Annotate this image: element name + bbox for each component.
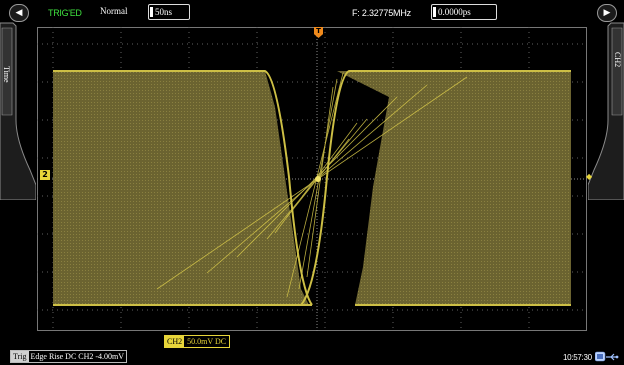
right-menu-button[interactable]: ▶ xyxy=(597,4,617,22)
bottom-status-bar xyxy=(0,333,624,365)
waveform-display[interactable] xyxy=(37,27,587,331)
trigger-position-field[interactable]: 0.0000ps xyxy=(431,4,497,20)
waveform-graticule xyxy=(37,27,587,331)
time-side-tab[interactable]: Time xyxy=(0,20,36,200)
left-menu-button[interactable]: ◀ xyxy=(9,4,29,22)
ch2-scale-value: 50.0mV DC xyxy=(187,337,227,346)
trigger-settings: Edge Rise DC CH2 -4.00mV xyxy=(30,352,125,361)
ch2-scale-badge[interactable]: CH2 50.0mV DC xyxy=(164,335,231,348)
timebase-knob-icon xyxy=(150,7,153,17)
trigger-position-value: 0.0000ps xyxy=(438,7,471,17)
eye-diagram-trace xyxy=(53,70,571,306)
side-tab-shape xyxy=(588,22,624,200)
timebase-field[interactable]: 50ns xyxy=(148,4,190,20)
channel2-level-marker[interactable]: 2 xyxy=(40,170,50,180)
ch2-tag: CH2 xyxy=(165,336,185,347)
trigger-level-icon[interactable]: ◆ xyxy=(586,172,593,181)
trigger-state: TRIG'ED xyxy=(48,8,82,18)
ch2-tab-label: CH2 xyxy=(613,52,622,68)
top-status-bar: ◀ TRIG'ED Normal 50ns F: 2.32775MHz 0.00… xyxy=(0,0,624,26)
trigger-marker-label: T xyxy=(316,27,321,35)
usb-icon xyxy=(595,351,619,362)
time-tab-label: Time xyxy=(2,66,11,83)
acquire-mode[interactable]: Normal xyxy=(100,6,128,16)
clock-readout: 10:57:30 xyxy=(563,353,592,362)
frequency-readout: F: 2.32775MHz xyxy=(352,8,411,18)
side-tab-shape xyxy=(0,22,36,200)
ch2-side-tab[interactable]: CH2 xyxy=(588,20,624,200)
trig-tag: Trig xyxy=(11,351,29,362)
left-arrow-icon: ◀ xyxy=(15,8,23,18)
timebase-value: 50ns xyxy=(155,7,173,17)
trigger-position-marker[interactable]: T xyxy=(314,27,323,38)
right-arrow-icon: ▶ xyxy=(603,8,611,18)
position-knob-icon xyxy=(433,7,436,17)
trigger-info-badge[interactable]: Trig Edge Rise DC CH2 -4.00mV xyxy=(10,350,128,363)
